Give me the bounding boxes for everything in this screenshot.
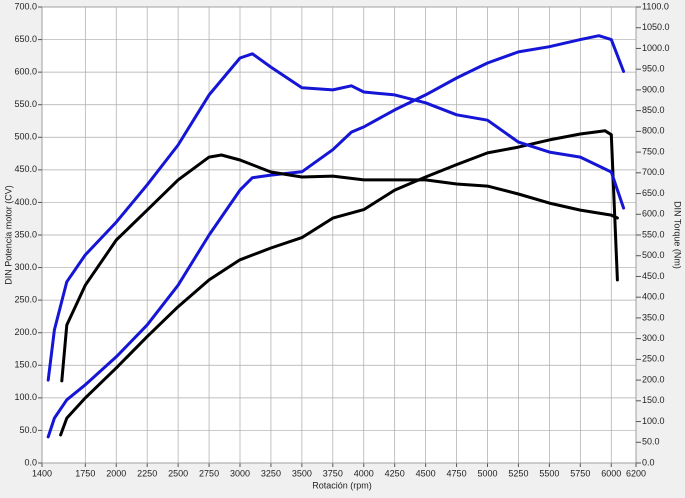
y-tick-label: 550.0 <box>14 99 37 109</box>
x-tick-label: 6200 <box>626 468 646 478</box>
y-tick-label: 500.0 <box>14 132 37 142</box>
y2-tick-label: 350.0 <box>642 312 665 322</box>
y2-tick-label: 300.0 <box>642 333 665 343</box>
y2-tick-label: 600.0 <box>642 209 665 219</box>
x-tick-label: 2250 <box>137 468 157 478</box>
x-tick-label: 4000 <box>354 468 374 478</box>
y2-tick-label: 850.0 <box>642 105 665 115</box>
y2-tick-label: 900.0 <box>642 84 665 94</box>
x-tick-label: 1750 <box>75 468 95 478</box>
y2-tick-label: 500.0 <box>642 250 665 260</box>
y-tick-label: 400.0 <box>14 197 37 207</box>
y2-tick-label: 800.0 <box>642 126 665 136</box>
y-tick-label: 650.0 <box>14 34 37 44</box>
y-tick-label: 300.0 <box>14 262 37 272</box>
y-tick-label: 450.0 <box>14 164 37 174</box>
y-tick-label: 100.0 <box>14 392 37 402</box>
x-tick-label: 3000 <box>230 468 250 478</box>
series-line <box>59 129 619 437</box>
y2-tick-label: 1100.0 <box>642 1 669 11</box>
x-tick-label: 5250 <box>508 468 528 478</box>
x-tick-label: 6000 <box>601 468 621 478</box>
x-tick-label: 2500 <box>168 468 188 478</box>
y2-tick-label: 700.0 <box>642 167 665 177</box>
y2-tick-label: 100.0 <box>642 416 665 426</box>
y-tick-label: 50.0 <box>19 425 37 435</box>
y2-tick-label: 250.0 <box>642 354 665 364</box>
y-tick-label: 150.0 <box>14 360 37 370</box>
y2-axis-label: DIN Torque (Nm) <box>673 201 683 269</box>
x-tick-label: 4500 <box>416 468 436 478</box>
y2-tick-label: 750.0 <box>642 146 665 156</box>
y-tick-label: 350.0 <box>14 229 37 239</box>
x-tick-label: 5750 <box>570 468 590 478</box>
y2-tick-label: 950.0 <box>642 64 665 74</box>
y2-tick-label: 450.0 <box>642 271 665 281</box>
y2-tick-label: 50.0 <box>642 437 660 447</box>
y-tick-label: 200.0 <box>14 327 37 337</box>
y-tick-label: 250.0 <box>14 295 37 305</box>
y2-tick-label: 0.0 <box>642 457 655 467</box>
x-tick-label: 5000 <box>477 468 497 478</box>
x-tick-label: 3750 <box>323 468 343 478</box>
x-tick-label: 2000 <box>106 468 126 478</box>
y2-tick-label: 1050.0 <box>642 22 670 32</box>
x-tick-label: 3250 <box>261 468 281 478</box>
y-tick-label: 600.0 <box>14 67 37 77</box>
x-axis-label: Rotación (rpm) <box>312 480 372 490</box>
y2-tick-label: 650.0 <box>642 188 665 198</box>
series-line <box>46 52 626 382</box>
series-line <box>46 34 626 439</box>
y2-tick-label: 400.0 <box>642 292 665 302</box>
x-tick-label: 4250 <box>385 468 405 478</box>
y-tick-label: 700.0 <box>14 1 37 11</box>
y2-tick-label: 150.0 <box>642 395 665 405</box>
y2-tick-label: 1000.0 <box>642 43 670 53</box>
y2-tick-label: 550.0 <box>642 229 665 239</box>
x-tick-label: 5500 <box>539 468 559 478</box>
y2-tick-label: 200.0 <box>642 374 665 384</box>
y-axis-label: DIN Potencia motor (CV) <box>3 185 13 285</box>
x-tick-label: 1400 <box>32 468 52 478</box>
y-tick-label: 0.0 <box>24 457 37 467</box>
x-tick-label: 4750 <box>447 468 467 478</box>
series-line <box>60 153 619 383</box>
x-tick-label: 2750 <box>199 468 219 478</box>
x-tick-label: 3500 <box>292 468 312 478</box>
